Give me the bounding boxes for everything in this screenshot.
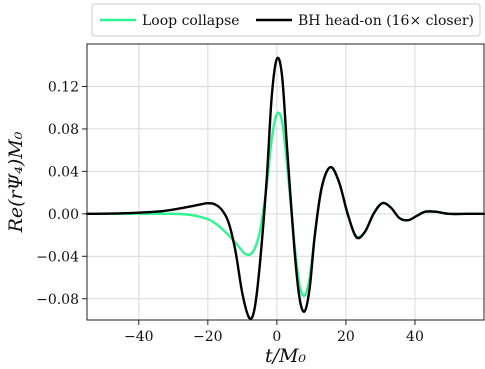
y-tick-label: 0.12: [48, 79, 79, 95]
x-tick-label: 0: [272, 329, 281, 345]
x-tick-label: 20: [337, 329, 355, 345]
x-tick-label: 40: [406, 329, 424, 345]
grid: [87, 44, 484, 320]
y-tick-label: 0.04: [48, 164, 79, 180]
series-lines: [85, 56, 485, 321]
series-line-bh-head-on: [85, 56, 485, 321]
x-axis-label: t/M₀: [265, 345, 306, 367]
y-tick-label: 0.08: [48, 122, 79, 138]
y-axis-label: Re(rΨ₄)M₀: [5, 131, 27, 233]
y-tick-label: 0.00: [48, 207, 79, 223]
legend-label-bh-head-on: BH head-on (16× closer): [298, 13, 474, 29]
y-tick-label: −0.08: [36, 292, 79, 308]
x-tick-label: −20: [193, 329, 223, 345]
plot-frame: [86, 43, 485, 321]
ticks: −40 −20 0 20 40 −0.08 −0.04 0.00 0.04 0.08 0.12: [36, 79, 424, 345]
y-tick-label: −0.04: [36, 249, 79, 265]
x-tick-label: −40: [124, 329, 154, 345]
legend: Loop collapse BH head-on (16× closer): [91, 3, 481, 37]
legend-label-loop-collapse: Loop collapse: [142, 13, 240, 29]
